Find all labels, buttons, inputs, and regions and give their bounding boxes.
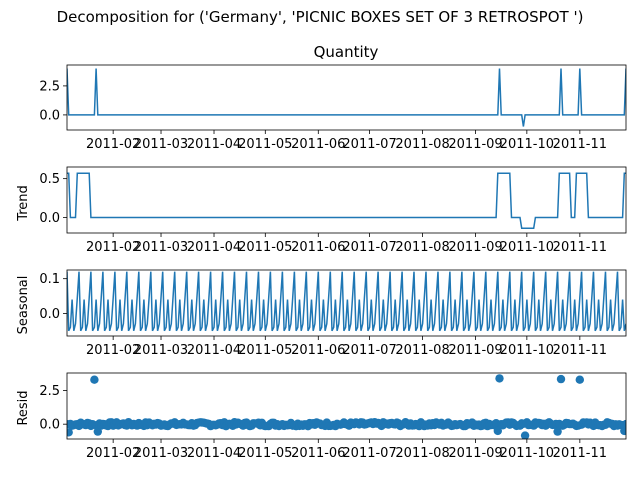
ylabel-trend: Trend: [16, 185, 31, 222]
figure-suptitle: Decomposition for ('Germany', 'PICNIC BO…: [57, 8, 584, 26]
xtick-label: 2011-04: [187, 137, 241, 152]
resid-point: [90, 375, 99, 384]
axes-frame-2: [66, 269, 627, 337]
data-series-2: [67, 271, 626, 332]
xtick-label: 2011-02: [86, 446, 140, 461]
xtick-label: 2011-10: [500, 446, 554, 461]
xtick-label: 2011-02: [86, 137, 140, 152]
xtick-label: 2011-08: [395, 137, 449, 152]
resid-point: [553, 427, 562, 436]
data-series-1: [67, 172, 626, 230]
xtick-label: 2011-02: [86, 343, 140, 358]
ytick-label: 0.0: [39, 108, 60, 123]
resid-point: [520, 431, 530, 439]
xtick-label: 2011-06: [291, 240, 345, 255]
xtick-label: 2011-09: [448, 137, 502, 152]
xtick-label: 2011-06: [291, 137, 345, 152]
axes-frame-0: [66, 64, 627, 131]
ytick-label: 2.5: [39, 79, 60, 94]
ytick-label: 0.0: [39, 418, 60, 433]
xtick-label: 2011-07: [342, 240, 396, 255]
ytick-label: 2.5: [39, 384, 60, 399]
xtick-label: 2011-03: [134, 240, 188, 255]
ytick-label: 0.0: [39, 211, 60, 226]
xtick-label: 2011-07: [342, 343, 396, 358]
axes-frame-3: [66, 372, 627, 440]
xtick-label: 2011-10: [500, 240, 554, 255]
panels: 0.02.52011-022011-032011-042011-052011-0…: [39, 64, 627, 461]
ylabel-seasonal: Seasonal: [16, 276, 31, 335]
resid-point: [556, 374, 566, 384]
xtick-label: 2011-05: [238, 137, 292, 152]
xtick-label: 2011-06: [291, 343, 345, 358]
panel-title-quantity: Quantity: [314, 43, 379, 61]
xtick-label: 2011-05: [238, 343, 292, 358]
xtick-label: 2011-04: [187, 446, 241, 461]
panel-2: 0.00.12011-022011-032011-042011-052011-0…: [39, 269, 627, 358]
series-line-0: [67, 68, 626, 127]
panel-3: 0.02.52011-022011-032011-042011-052011-0…: [39, 372, 627, 461]
xtick-label: 2011-11: [553, 240, 607, 255]
xtick-label: 2011-04: [187, 343, 241, 358]
xtick-label: 2011-05: [238, 446, 292, 461]
xtick-label: 2011-11: [553, 343, 607, 358]
xtick-label: 2011-08: [395, 446, 449, 461]
panel-0: 0.02.52011-022011-032011-042011-052011-0…: [39, 64, 627, 152]
xtick-label: 2011-11: [553, 446, 607, 461]
ytick-label: 0.1: [39, 272, 60, 287]
resid-point: [575, 375, 584, 384]
xtick-label: 2011-03: [134, 446, 188, 461]
xtick-label: 2011-08: [395, 343, 449, 358]
xtick-label: 2011-06: [291, 446, 345, 461]
resid-point: [495, 374, 504, 383]
axes-frame-1: [66, 166, 627, 234]
xtick-label: 2011-07: [342, 137, 396, 152]
xtick-label: 2011-09: [448, 240, 502, 255]
series-line-1: [67, 172, 626, 230]
xtick-label: 2011-10: [500, 343, 554, 358]
xtick-label: 2011-02: [86, 240, 140, 255]
resid-point: [620, 426, 626, 436]
resid-point: [67, 428, 73, 437]
ytick-label: 0.0: [39, 307, 60, 322]
xtick-label: 2011-03: [134, 343, 188, 358]
data-series-3: [67, 374, 626, 439]
resid-point: [493, 426, 502, 436]
xtick-label: 2011-04: [187, 240, 241, 255]
xtick-label: 2011-09: [448, 343, 502, 358]
series-line-seasonal: [67, 271, 626, 332]
xtick-label: 2011-08: [395, 240, 449, 255]
resid-point: [621, 419, 626, 429]
ytick-label: 0.5: [39, 172, 60, 187]
xtick-label: 2011-07: [342, 446, 396, 461]
xtick-label: 2011-09: [448, 446, 502, 461]
xtick-label: 2011-05: [238, 240, 292, 255]
xtick-label: 2011-10: [500, 137, 554, 152]
xtick-label: 2011-11: [553, 137, 607, 152]
data-series-0: [67, 68, 626, 127]
xtick-label: 2011-03: [134, 137, 188, 152]
ylabel-resid: Resid: [16, 390, 31, 425]
panel-1: 0.00.52011-022011-032011-042011-052011-0…: [39, 166, 627, 255]
